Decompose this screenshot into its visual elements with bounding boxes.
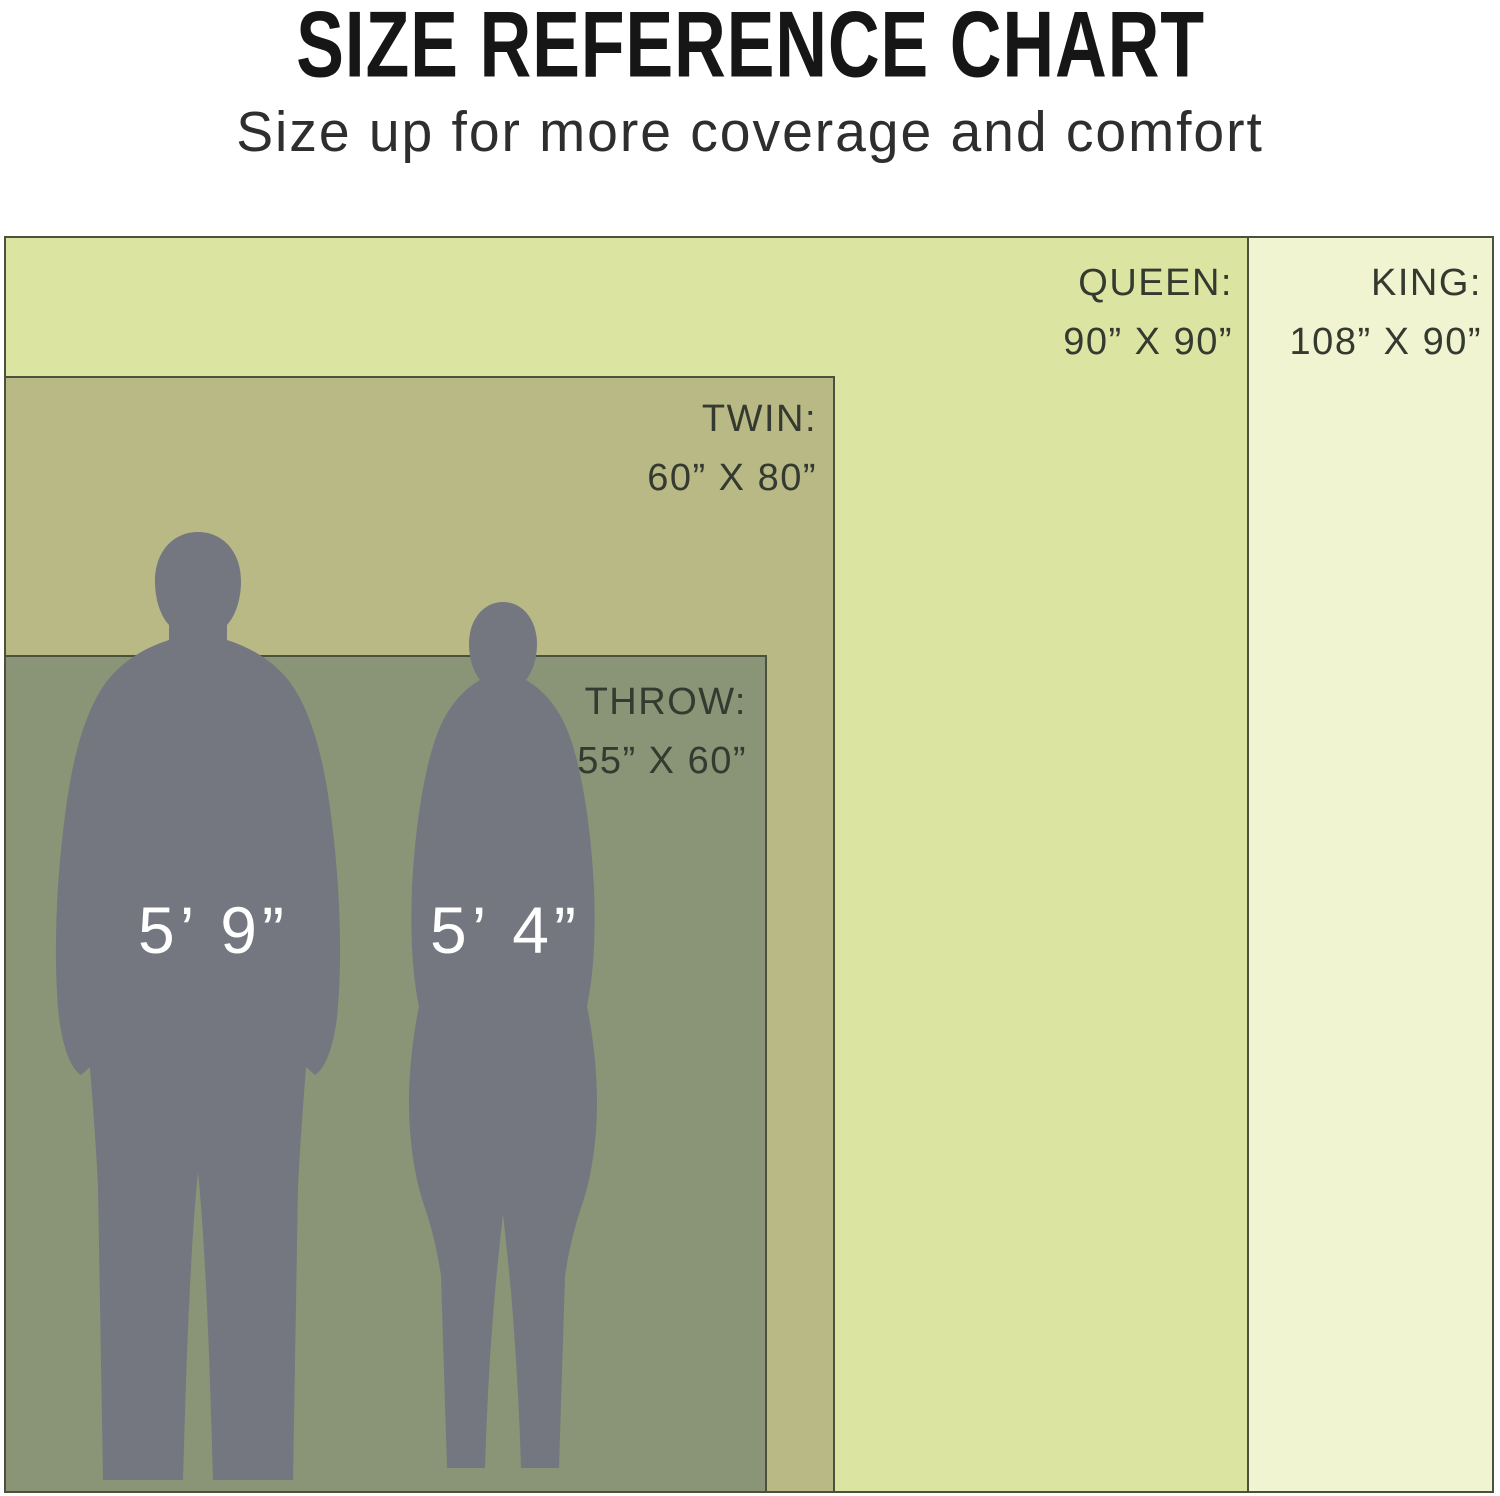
throw-label: THROW: 55” X 60” <box>577 673 747 791</box>
king-dimensions: 108” X 90” <box>1289 320 1482 363</box>
queen-dimensions: 90” X 90” <box>1063 320 1233 363</box>
header: SIZE REFERENCE CHART Size up for more co… <box>0 0 1500 165</box>
woman-silhouette-shape <box>409 602 597 1468</box>
woman-silhouette <box>409 602 597 1468</box>
twin-label: TWIN: 60” X 80” <box>647 390 817 508</box>
queen-name: QUEEN: <box>1078 262 1233 304</box>
king-label: KING: 108” X 90” <box>1290 254 1482 372</box>
man-silhouette-shape <box>55 532 341 1480</box>
king-name: KING: <box>1371 262 1482 304</box>
man-height-label: 5’ 9” <box>138 893 289 967</box>
page-title: SIZE REFERENCE CHART <box>295 0 1205 98</box>
throw-name: THROW: <box>584 681 747 723</box>
queen-label: QUEEN: 90” X 90” <box>1063 254 1233 372</box>
twin-name: TWIN: <box>701 398 817 440</box>
page-subtitle: Size up for more coverage and comfort <box>236 100 1264 164</box>
twin-dimensions: 60” X 80” <box>647 456 817 499</box>
man-silhouette <box>55 532 341 1480</box>
woman-height-label: 5’ 4” <box>430 893 581 967</box>
throw-dimensions: 55” X 60” <box>577 739 747 782</box>
